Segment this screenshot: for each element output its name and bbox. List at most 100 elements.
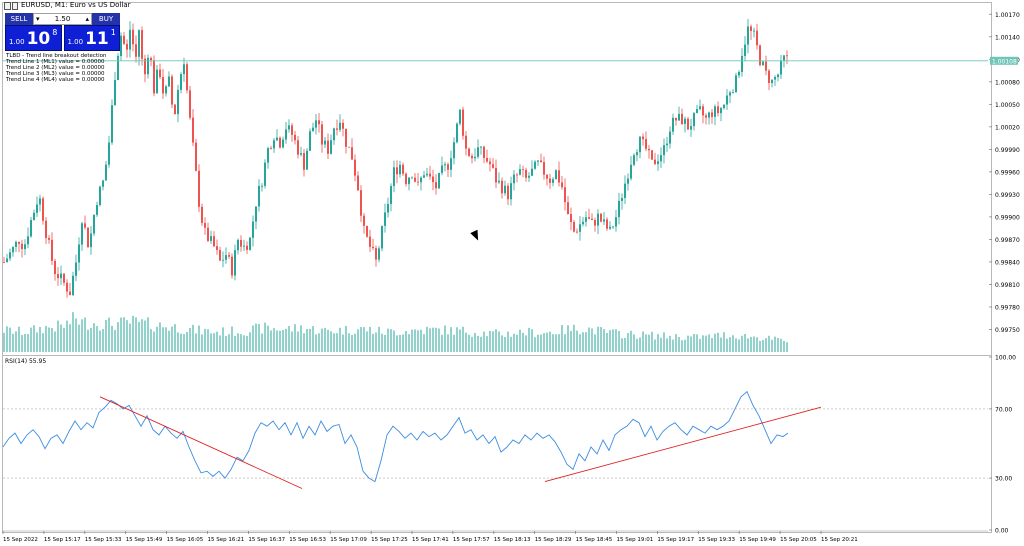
candle-body (357, 175, 359, 191)
candle-body (147, 57, 149, 75)
candle-body (270, 148, 272, 149)
candle-body (246, 245, 248, 250)
candle-body (114, 80, 116, 106)
candle-body (186, 64, 188, 91)
candle-body (324, 140, 326, 145)
candle-body (429, 173, 431, 177)
buy-price-button[interactable]: 1.00 11 1 (63, 25, 120, 51)
candle-body (654, 159, 656, 165)
candle-body (441, 165, 443, 173)
chevron-up-icon[interactable]: ▴ (85, 15, 89, 23)
candle-body (435, 182, 437, 189)
candle-body (711, 112, 713, 117)
candle-body (567, 202, 569, 215)
candle-body (66, 282, 68, 292)
lot-stepper[interactable]: ▾ 1.50 ▴ (33, 13, 92, 25)
rsi-panel[interactable] (2, 355, 992, 533)
x-tick-label: 15 Sep 16:21 (208, 537, 245, 543)
candle-body (276, 137, 278, 141)
candle-body (240, 239, 242, 247)
candle-body (630, 164, 632, 179)
candle-body (261, 185, 263, 187)
y-tick-label: 1.00140 (995, 34, 1020, 41)
candle-body (228, 255, 230, 257)
candle-body (9, 252, 11, 259)
x-tick-label: 15 Sep 17:57 (453, 537, 490, 543)
candle-body (453, 142, 455, 159)
candle-body (705, 115, 707, 118)
candle-body (660, 155, 662, 162)
rsi-y-tick-label: 100.00 (995, 355, 1016, 362)
candle-body (315, 120, 317, 128)
candle-body (132, 29, 134, 45)
candle-body (399, 164, 401, 175)
candle-body (486, 157, 488, 162)
candles (3, 19, 788, 298)
candle-body (642, 136, 644, 140)
candle-body (177, 89, 179, 115)
candle-body (255, 206, 257, 222)
candle-body (609, 226, 611, 229)
candle-body (36, 204, 38, 213)
candle-body (480, 146, 482, 148)
candle-body (123, 35, 125, 44)
y-tick-label: 0.99960 (995, 169, 1020, 176)
candle-body (327, 140, 329, 154)
candle-body (717, 106, 719, 114)
candle-body (393, 167, 395, 187)
indicator-line: Trend Line 3 (ML3) value = 0.00000 (6, 71, 105, 77)
candle-body (102, 180, 104, 187)
candle-body (699, 106, 701, 110)
candle-body (369, 236, 371, 247)
candle-body (165, 86, 167, 94)
candle-body (735, 75, 737, 93)
window-title-text: EURUSD, M1: Euro vs US Dollar (21, 1, 131, 9)
candle-body (309, 131, 311, 151)
candle-body (747, 26, 749, 45)
candle-body (708, 112, 710, 118)
candle-body (105, 164, 107, 181)
candle-body (141, 30, 143, 59)
buy-button[interactable]: BUY (92, 13, 120, 25)
candle-body (657, 161, 659, 165)
candle-body (624, 183, 626, 199)
sell-button[interactable]: SELL (5, 13, 33, 25)
candle-body (600, 213, 602, 222)
lot-input[interactable]: 1.50 (54, 15, 71, 23)
candle-body (330, 140, 332, 154)
candle-body (750, 26, 752, 31)
buy-lot: 1.00 (67, 38, 84, 46)
candle-body (414, 177, 416, 182)
chevron-down-icon[interactable]: ▾ (36, 15, 40, 23)
candle-body (42, 198, 44, 221)
candle-body (639, 136, 641, 153)
candle-body (387, 203, 389, 213)
x-tick-label: 15 Sep 19:33 (698, 537, 735, 543)
candle-body (303, 153, 305, 170)
candle-body (558, 170, 560, 183)
candle-body (753, 30, 755, 32)
candle-body (432, 176, 434, 183)
candle-body (6, 258, 8, 263)
candle-body (504, 185, 506, 194)
candle-body (438, 172, 440, 189)
candle-body (57, 274, 59, 279)
candle-body (456, 123, 458, 143)
candle-body (615, 217, 617, 227)
candle-body (564, 187, 566, 203)
candle-body (675, 117, 677, 121)
trend-line-up (544, 406, 822, 482)
candle-body (87, 227, 89, 248)
candle-body (354, 159, 356, 176)
candle-body (573, 221, 575, 232)
candle-body (693, 113, 695, 127)
y-tick-label: 0.99990 (995, 147, 1020, 154)
candle-body (81, 223, 83, 245)
candle-body (417, 181, 419, 183)
candle-body (687, 118, 689, 130)
sell-lot: 1.00 (9, 38, 25, 46)
sell-price-button[interactable]: 1.00 10 8 (5, 25, 62, 51)
candle-body (291, 125, 293, 135)
candle-body (627, 178, 629, 184)
